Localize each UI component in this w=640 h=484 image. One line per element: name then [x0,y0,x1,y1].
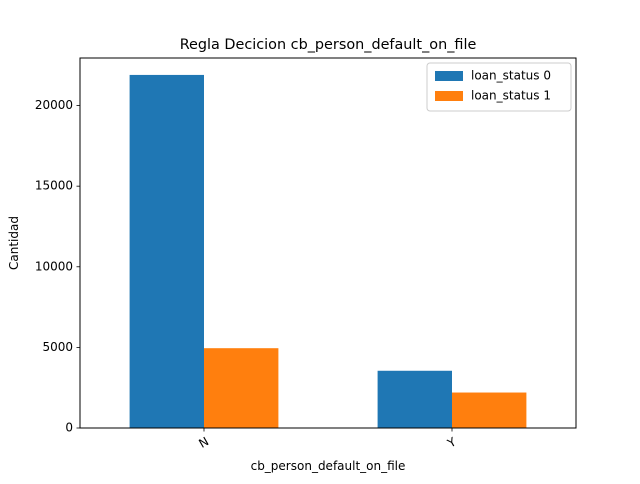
bar-n-series-0 [129,74,204,429]
chart-title: Regla Decicion cb_person_default_on_file [180,37,477,53]
y-axis: 0 5000 10000 15000 20000 [35,98,80,435]
legend-label-1: loan_status 1 [471,89,551,103]
legend-swatch-1 [435,91,463,101]
legend: loan_status 0 loan_status 1 [426,62,572,112]
y-tick-label: 10000 [35,259,73,273]
y-tick-label: 15000 [35,179,73,193]
bars-group [129,74,527,429]
x-axis-label: cb_person_default_on_file [251,459,406,473]
plot-frame [79,57,577,429]
y-tick-label: 5000 [42,340,73,354]
bar-y-series-0 [377,370,452,428]
y-axis-label: Cantidad [7,216,21,270]
y-tick-label: 0 [65,421,73,435]
bar-n-series-1 [204,348,279,428]
y-tick-label: 20000 [35,98,73,112]
bar-y-series-1 [452,392,527,428]
legend-label-0: loan_status 0 [471,69,551,83]
legend-swatch-0 [435,71,463,81]
